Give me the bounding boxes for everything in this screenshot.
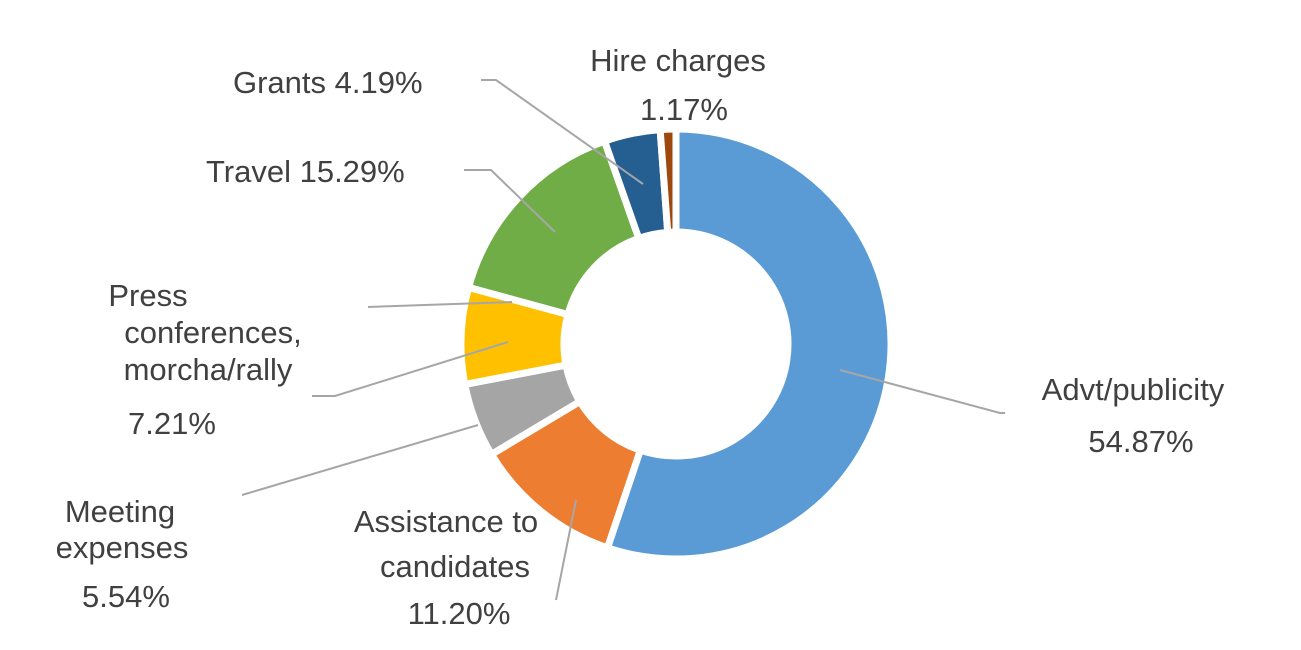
label-assistance-line2: candidates: [380, 549, 530, 584]
leader-press-top: [367, 301, 513, 308]
leader-meeting: [241, 424, 479, 496]
label-assistance-percent: 11.20%: [408, 596, 511, 631]
label-press-line2: conferences,: [124, 315, 302, 350]
donut-slices: [457, 125, 895, 563]
leader-grants: [481, 79, 644, 185]
label-meeting-line1: Meeting: [65, 494, 175, 529]
label-press-line3: morcha/rally: [124, 352, 293, 387]
label-meeting-percent: 5.54%: [82, 579, 170, 614]
label-advt-percent: 54.87%: [1088, 424, 1193, 459]
label-grants: Grants 4.19%: [233, 65, 423, 100]
label-assistance-line1: Assistance to: [354, 504, 538, 539]
slice-advt-publicity: [603, 125, 895, 563]
slice-hire-charges: [656, 125, 680, 237]
label-hire-percent: 1.17%: [640, 92, 728, 127]
label-press-line1: Press: [108, 278, 187, 313]
leader-advt: [839, 369, 1005, 414]
label-advt-publicity: Advt/publicity: [1042, 372, 1225, 407]
leader-assist: [555, 499, 577, 601]
label-meeting-line2: expenses: [56, 530, 189, 565]
label-travel: Travel 15.29%: [206, 154, 405, 189]
leader-travel: [464, 169, 556, 233]
label-hire-charges: Hire charges: [590, 43, 766, 78]
label-press-percent: 7.21%: [128, 406, 216, 441]
leader-press: [312, 341, 509, 397]
